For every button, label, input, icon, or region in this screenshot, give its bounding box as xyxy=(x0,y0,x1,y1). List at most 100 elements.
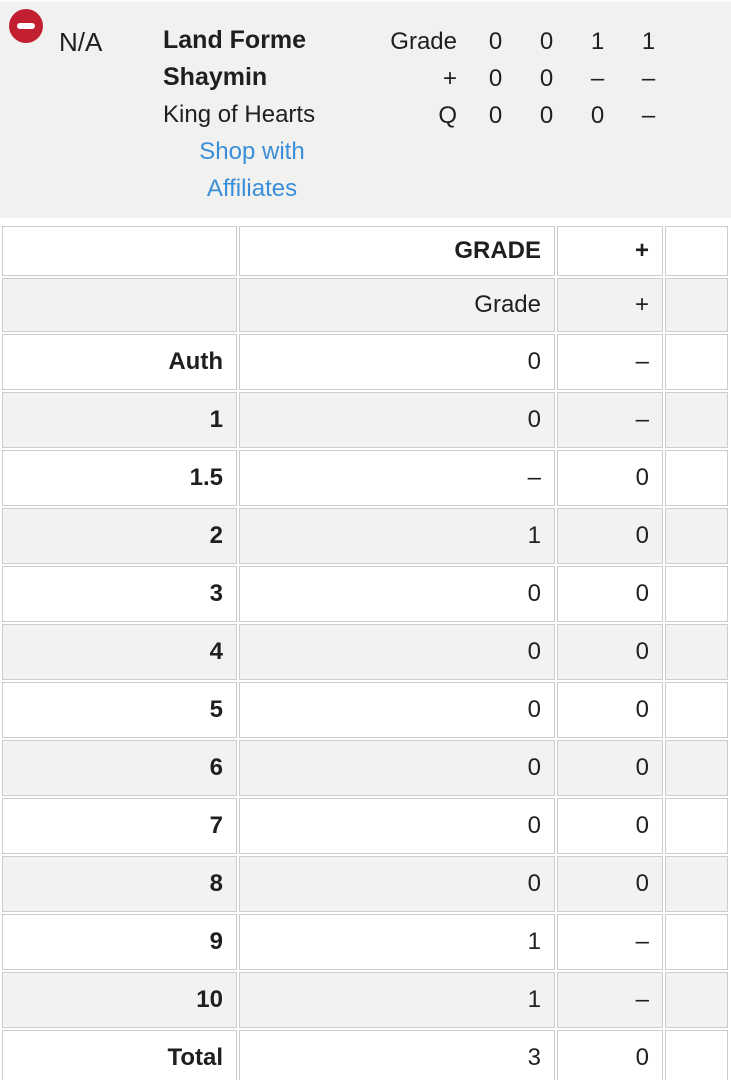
grade-population-table: GRADE + Grade + Auth 0 – 1 0 – 1.5 – 0 2… xyxy=(0,224,730,1080)
grade-grid-cell: 0 xyxy=(539,102,554,129)
grade-count-cell: 1 xyxy=(239,508,555,564)
table-header-row: GRADE + xyxy=(2,226,728,276)
grade-grid-row-label: Grade xyxy=(390,28,457,55)
minus-bar xyxy=(17,23,35,29)
plus-column-header: + xyxy=(557,226,663,276)
grade-column-header: GRADE xyxy=(239,226,555,276)
empty-cell xyxy=(665,798,728,854)
grade-count-cell: 0 xyxy=(239,566,555,622)
grade-grid-row-label: + xyxy=(442,65,457,92)
grade-count-cell: – xyxy=(239,450,555,506)
empty-cell xyxy=(665,226,728,276)
empty-cell xyxy=(665,914,728,970)
row-label-cell: 3 xyxy=(2,566,237,622)
grade-grid-cell: 0 xyxy=(488,102,503,129)
grade-count-cell: 1 xyxy=(239,972,555,1028)
table-row: 1 0 – xyxy=(2,392,728,448)
row-label-cell: Auth xyxy=(2,334,237,390)
plus-count-cell: 0 xyxy=(557,624,663,680)
empty-cell xyxy=(665,392,728,448)
row-label-cell: 8 xyxy=(2,856,237,912)
grade-grid-cell: – xyxy=(590,65,605,92)
empty-cell xyxy=(665,450,728,506)
plus-count-cell: 0 xyxy=(557,740,663,796)
row-label-cell: Total xyxy=(2,1030,237,1080)
empty-cell xyxy=(665,682,728,738)
plus-count-cell: 0 xyxy=(557,1030,663,1080)
card-info: Land Forme Shaymin King of Hearts Shop w… xyxy=(163,22,341,207)
grade-grid-cell: 1 xyxy=(590,28,605,55)
plus-count-cell: 0 xyxy=(557,856,663,912)
grade-count-cell: 0 xyxy=(239,682,555,738)
table-row: 7 0 0 xyxy=(2,798,728,854)
row-label-cell: 1.5 xyxy=(2,450,237,506)
table-row: Auth 0 – xyxy=(2,334,728,390)
table-row: 3 0 0 xyxy=(2,566,728,622)
row-label-cell: 7 xyxy=(2,798,237,854)
grade-grid-cell: – xyxy=(641,102,656,129)
grade-grid-cell: 0 xyxy=(539,65,554,92)
plus-column-subheader: + xyxy=(557,278,663,332)
grade-grid-cell: 0 xyxy=(488,65,503,92)
plus-count-cell: – xyxy=(557,914,663,970)
plus-count-cell: 0 xyxy=(557,566,663,622)
grade-count-cell: 0 xyxy=(239,856,555,912)
empty-cell xyxy=(665,1030,728,1080)
grade-grid-cell: 0 xyxy=(590,102,605,129)
card-subtitle: King of Hearts xyxy=(163,101,316,128)
empty-cell xyxy=(665,856,728,912)
status-label: N/A xyxy=(59,27,103,57)
grade-grid-cell: 0 xyxy=(488,28,503,55)
plus-count-cell: 0 xyxy=(557,798,663,854)
table-row: 2 1 0 xyxy=(2,508,728,564)
row-label-cell: 1 xyxy=(2,392,237,448)
grade-count-cell: 0 xyxy=(239,392,555,448)
empty-cell xyxy=(665,508,728,564)
grade-grid-cell: – xyxy=(641,65,656,92)
plus-count-cell: – xyxy=(557,392,663,448)
table-row: 5 0 0 xyxy=(2,682,728,738)
plus-count-cell: – xyxy=(557,972,663,1028)
empty-cell xyxy=(665,624,728,680)
table-row: 10 1 – xyxy=(2,972,728,1028)
plus-count-cell: – xyxy=(557,334,663,390)
row-label-cell: 4 xyxy=(2,624,237,680)
table-row: Total 3 0 xyxy=(2,1030,728,1080)
table-row: 1.5 – 0 xyxy=(2,450,728,506)
row-label-cell: 6 xyxy=(2,740,237,796)
empty-cell xyxy=(665,278,728,332)
table-row: 9 1 – xyxy=(2,914,728,970)
grade-summary-grid: Grade 0 0 1 1 + 0 0 – – Q 0 0 0 – xyxy=(360,23,674,134)
plus-count-cell: 0 xyxy=(557,450,663,506)
grade-grid-row-label: Q xyxy=(438,102,457,129)
table-row: 8 0 0 xyxy=(2,856,728,912)
empty-cell xyxy=(665,972,728,1028)
grade-column-subheader: Grade xyxy=(239,278,555,332)
card-summary-header: N/A Land Forme Shaymin King of Hearts Sh… xyxy=(0,0,731,218)
table-row: 6 0 0 xyxy=(2,740,728,796)
shop-affiliates-link-line1: Shop with xyxy=(199,138,305,165)
minus-circle-icon[interactable] xyxy=(9,9,43,43)
row-label-cell: 10 xyxy=(2,972,237,1028)
grade-count-cell: 0 xyxy=(239,334,555,390)
shop-affiliates-link[interactable]: Shop with Affiliates xyxy=(163,133,341,207)
plus-count-cell: 0 xyxy=(557,508,663,564)
card-title-line2: Shaymin xyxy=(163,63,268,91)
header-empty-cell xyxy=(2,226,237,276)
shop-affiliates-link-line2: Affiliates xyxy=(206,175,298,202)
empty-cell xyxy=(665,740,728,796)
grade-count-cell: 0 xyxy=(239,624,555,680)
row-label-cell: 5 xyxy=(2,682,237,738)
empty-cell xyxy=(665,566,728,622)
plus-count-cell: 0 xyxy=(557,682,663,738)
card-title-line1: Land Forme xyxy=(163,26,307,54)
grade-count-cell: 3 xyxy=(239,1030,555,1080)
table-subheader-row: Grade + xyxy=(2,278,728,332)
grade-grid-cell: 1 xyxy=(641,28,656,55)
table-row: 4 0 0 xyxy=(2,624,728,680)
grade-count-cell: 0 xyxy=(239,740,555,796)
grade-count-cell: 1 xyxy=(239,914,555,970)
row-label-cell: 9 xyxy=(2,914,237,970)
empty-cell xyxy=(665,334,728,390)
row-label-cell: 2 xyxy=(2,508,237,564)
